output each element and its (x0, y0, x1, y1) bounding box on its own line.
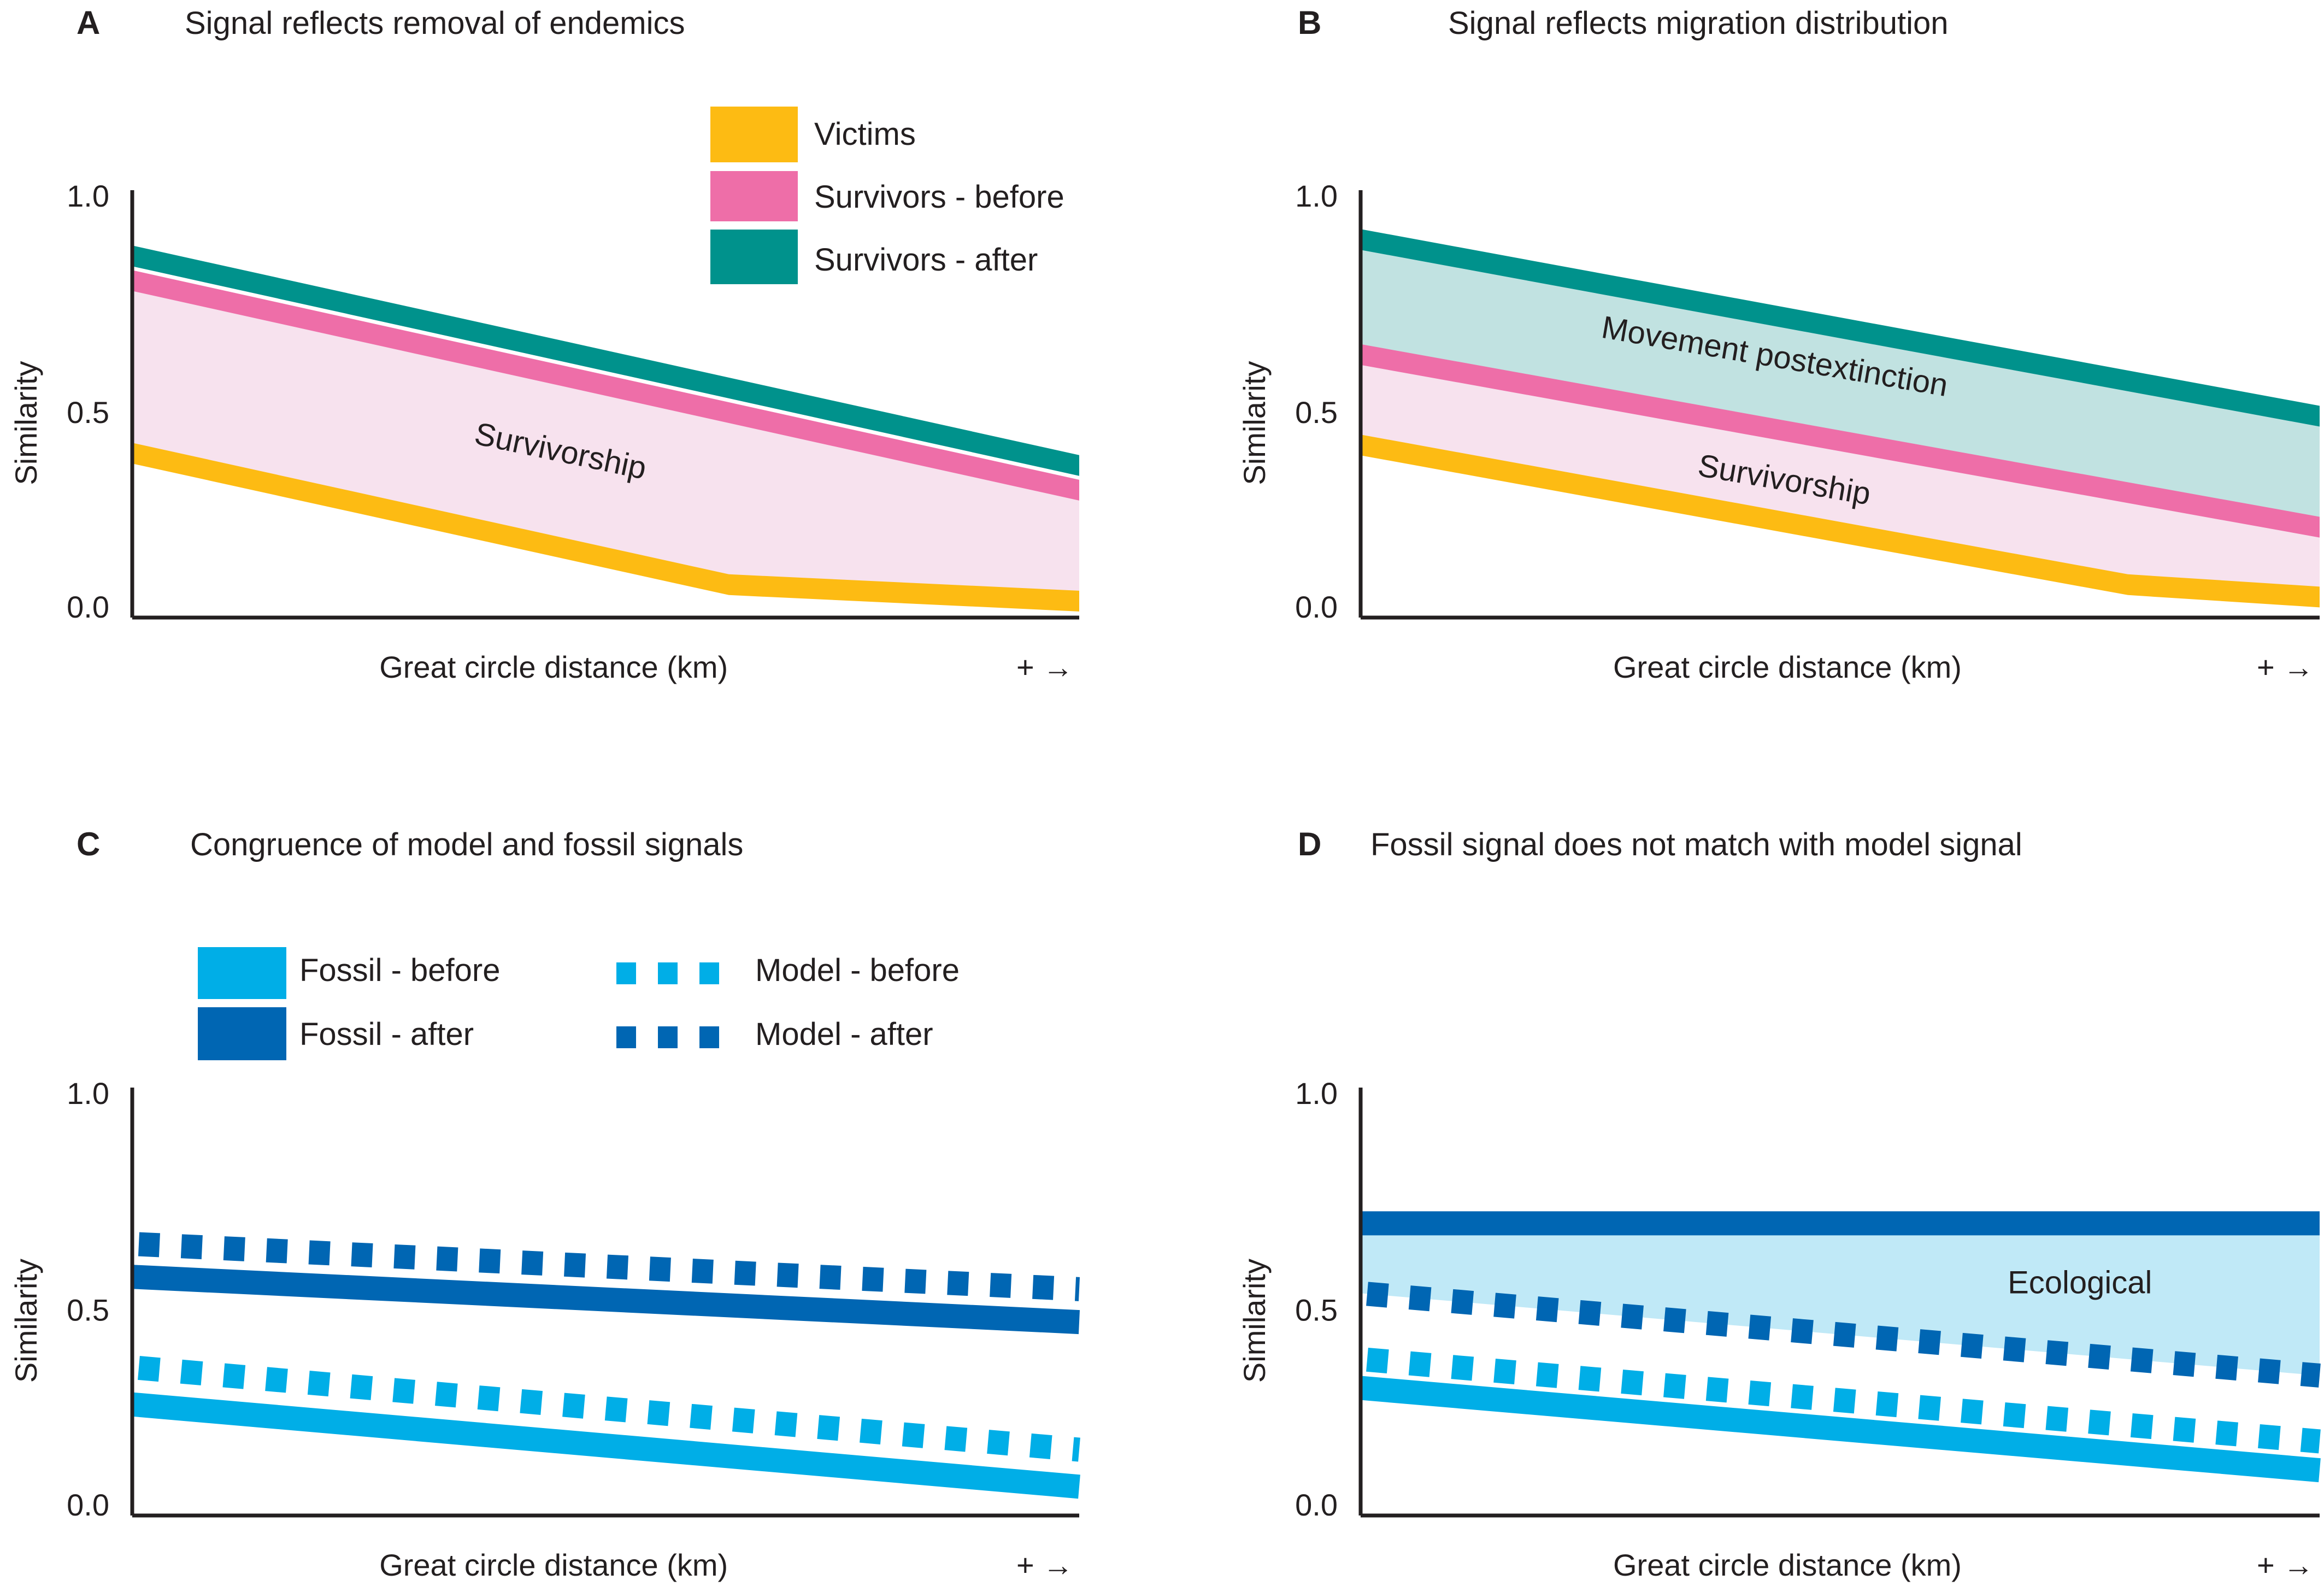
panel-a-title: Signal reflects removal of endemics (185, 5, 685, 41)
panel-c-x-arrow-plus: + → (1016, 1548, 1073, 1582)
panel-c-model-after-line (131, 1232, 1080, 1301)
panel-b-ytick-1-0: 1.0 (1295, 179, 1338, 213)
panel-c-ytick-0-0: 0.0 (67, 1488, 109, 1522)
legend-fossil-before-label: Fossil - before (299, 953, 500, 988)
panel-d-x-arrow-plus: + → (2257, 1548, 2314, 1582)
panel-b-ytick-0-5: 0.5 (1295, 395, 1338, 430)
panel-a-survivorship-area (132, 280, 1079, 601)
panel-a-x-arrow-plus: + → (1016, 650, 1073, 684)
panel-a-survivors-before-band (132, 270, 1079, 501)
legend-fossil-before-swatch (198, 947, 286, 999)
panel-b-ylabel: Similarity (1237, 361, 1272, 485)
panel-a-victims-band (132, 443, 1079, 612)
panel-b: Movement postextinctionSurvivorship0.00.… (1237, 179, 2320, 684)
panel-a-ylabel: Similarity (9, 361, 43, 485)
panel-b-movement-area (1361, 239, 2320, 527)
panel-b-ytick-0-0: 0.0 (1295, 590, 1338, 624)
legend-survivors-before-swatch (710, 171, 798, 221)
panel-c-model-before-line (131, 1355, 1080, 1462)
panel-d-ytick-0-0: 0.0 (1295, 1488, 1338, 1522)
panel-d-ytick-1-0: 1.0 (1295, 1076, 1338, 1111)
legend-survivors-after-label: Survivors - after (814, 242, 1038, 278)
panel-d-model-after-line (1360, 1281, 2321, 1388)
panel-d-ytick-0-5: 0.5 (1295, 1293, 1338, 1327)
panel-b-victims-band (1361, 434, 2320, 608)
panel-c-fossil-after-line (131, 1265, 1080, 1335)
panel-a-letter: A (77, 4, 100, 41)
panel-d-letter: D (1298, 826, 1321, 862)
panel-a-xlabel: Great circle distance (km) (379, 650, 728, 684)
legend-survivors-before-label: Survivors - before (814, 179, 1064, 215)
panel-c-letter: C (77, 826, 100, 862)
panel-b-survivors-before-band (1361, 344, 2320, 538)
panel-d-fossil-before-line (1360, 1376, 2321, 1483)
panel-d-ecological-area (1361, 1223, 2320, 1376)
legend-cd: Fossil - before Fossil - after Model - b… (198, 947, 960, 1060)
panel-b-title: Signal reflects migration distribution (1448, 5, 1949, 41)
panel-c-xlabel: Great circle distance (km) (379, 1548, 728, 1582)
legend-ab: Victims Survivors - before Survivors - a… (710, 107, 1064, 284)
panel-a-ytick-1-0: 1.0 (67, 179, 109, 213)
panel-a-survivors-after-band (132, 245, 1079, 476)
legend-model-before-label: Model - before (755, 953, 960, 988)
panel-c-ytick-1-0: 1.0 (67, 1076, 109, 1111)
legend-victims-label: Victims (814, 116, 916, 152)
panel-b-letter: B (1298, 4, 1321, 41)
panel-c-fossil-before-line (131, 1392, 1080, 1499)
panel-b-xlabel: Great circle distance (km) (1613, 650, 1962, 684)
panel-d-title: Fossil signal does not match with model … (1370, 827, 2022, 862)
panel-c: 0.0 0.5 1.0 Similarity Great circle distance… (9, 1076, 1080, 1582)
legend-model-after-label: Model - after (755, 1017, 933, 1052)
legend-survivors-after-swatch (710, 230, 798, 284)
legend-fossil-after-label: Fossil - after (299, 1017, 474, 1052)
panel-c-title: Congruence of model and fossil signals (190, 827, 743, 862)
panel-b-x-arrow-plus: + → (2257, 650, 2314, 684)
legend-victims-swatch (710, 107, 798, 162)
panel-b-survivors-after-band (1361, 229, 2320, 427)
legend-fossil-after-swatch (198, 1007, 286, 1060)
panel-d-model-before-line (1360, 1347, 2321, 1454)
panel-d-annotation-0: Ecological (2008, 1265, 2152, 1300)
panel-a-ytick-0-0: 0.0 (67, 590, 109, 624)
panel-c-ylabel: Similarity (9, 1259, 43, 1383)
panel-d-ylabel: Similarity (1237, 1259, 1272, 1383)
panel-c-ytick-0-5: 0.5 (67, 1293, 109, 1327)
panel-d: Ecological 0.0 0.5 1.0 Similarity Great circl… (1237, 1076, 2321, 1582)
panel-b-survivorship-area (1361, 354, 2320, 597)
panel-a-ytick-0-5: 0.5 (67, 395, 109, 430)
panel-d-xlabel: Great circle distance (km) (1613, 1548, 1962, 1582)
